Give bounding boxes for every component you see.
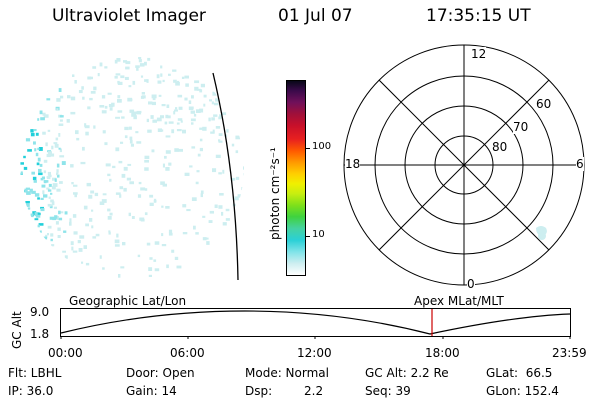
app-title: Ultraviolet Imager	[52, 6, 206, 26]
altitude-curve	[60, 310, 571, 335]
colorbar-tick-label-100: 100	[312, 141, 332, 152]
colorbar	[286, 80, 306, 276]
mlt-label-6: 6	[576, 157, 584, 171]
glat-info: GLat: 66.5	[486, 366, 553, 380]
timeline-right-caption: Apex MLat/MLT	[414, 294, 504, 308]
colorbar-tick-label-10: 10	[312, 229, 325, 240]
timeline-y-tick-1: 1.8	[30, 327, 50, 341]
timeline-x-tick-1200: 12:00	[297, 346, 332, 360]
dsp-value: 2.2	[304, 384, 324, 398]
door-info: Door: Open	[126, 366, 195, 380]
timeline-y-label: GC Alt	[10, 311, 24, 349]
mlt-label-12: 12	[471, 47, 487, 61]
timeline-x-ticks	[60, 336, 571, 339]
dsp-label: Dsp:	[245, 384, 273, 398]
lat-label-70: 70	[513, 120, 529, 134]
timeline-x-tick-0600: 06:00	[170, 346, 205, 360]
gc-alt-info: GC Alt: 2.2 Re	[365, 366, 449, 380]
mlt-label-0: 0	[467, 277, 475, 291]
colorbar-unit-label: photon cm⁻²s⁻¹	[268, 147, 282, 240]
time-label: 17:35:15 UT	[426, 6, 531, 26]
mode-info: Mode: Normal	[245, 366, 329, 380]
colorbar-tick-100	[306, 148, 310, 149]
polar-diagonal-2	[378, 79, 550, 251]
mlt-label-18: 18	[345, 157, 361, 171]
date-label: 01 Jul 07	[278, 6, 353, 26]
uv-image-panel	[20, 57, 244, 281]
gain-info: Gain: 14	[126, 384, 177, 398]
auroral-emission-speckles	[20, 57, 244, 278]
colorbar-tick-10	[306, 236, 310, 237]
ip-info: IP: 36.0	[8, 384, 54, 398]
timeline-y-tick-9: 9.0	[30, 305, 50, 319]
filter-info: Flt: LBHL	[8, 366, 62, 380]
glon-info: GLon: 152.4	[486, 384, 559, 398]
timeline-x-tick-1800: 18:00	[425, 346, 460, 360]
polar-plot	[343, 44, 585, 286]
seq-info: Seq: 39	[365, 384, 411, 398]
lat-label-80: 80	[492, 140, 508, 154]
lat-label-60: 60	[536, 97, 552, 111]
terminator-line	[212, 72, 239, 281]
timeline-left-caption: Geographic Lat/Lon	[69, 294, 187, 308]
timeline-plot	[60, 308, 571, 339]
timeline-x-tick-2359: 23:59	[552, 346, 587, 360]
timeline-x-tick-0000: 00:00	[48, 346, 83, 360]
